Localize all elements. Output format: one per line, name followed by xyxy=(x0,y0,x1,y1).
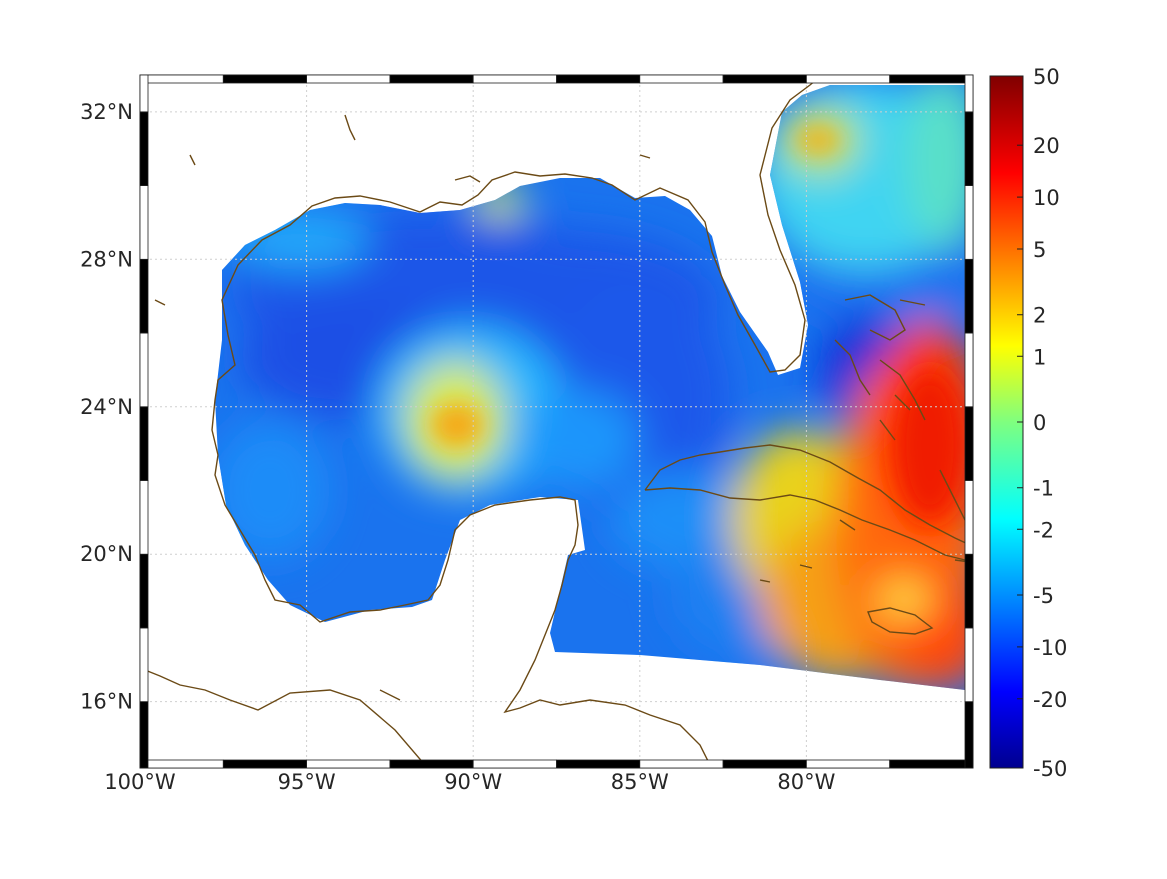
frame-bar-top xyxy=(222,74,308,84)
frame-bar-right xyxy=(964,111,974,186)
frame-bar-right xyxy=(964,406,974,481)
frame-bar-left xyxy=(139,406,149,481)
coast-islets xyxy=(154,114,856,701)
frame-bar-left xyxy=(139,258,149,334)
colorbar-tick-label: 2 xyxy=(1033,304,1046,328)
frame-bar-left xyxy=(139,111,149,186)
lat-tick-label: 16°N xyxy=(80,690,133,714)
lon-tick-label: 95°W xyxy=(278,770,336,794)
frame-bar-left xyxy=(139,185,149,260)
frame-bar-bottom xyxy=(556,759,641,769)
data-field xyxy=(215,85,965,690)
colorbar-tick-label: 0 xyxy=(1033,411,1046,435)
colorbar-tick-label: 10 xyxy=(1033,186,1060,210)
frame-bar-bottom xyxy=(306,759,391,769)
frame-bar-right xyxy=(964,701,974,769)
frame-bar-right xyxy=(964,74,974,113)
coast-cuba xyxy=(644,444,971,561)
frame-bar-bottom xyxy=(722,759,807,769)
colorbar-tick-label: 20 xyxy=(1033,134,1060,158)
lon-tick-label: 80°W xyxy=(777,770,835,794)
graticule xyxy=(140,75,973,768)
frame-bar-top xyxy=(889,74,974,84)
lat-tick-label: 24°N xyxy=(80,395,133,419)
lat-tick-label: 32°N xyxy=(80,100,133,124)
frame-bar-right xyxy=(964,553,974,629)
colorbar-tick-label: -50 xyxy=(1033,757,1067,781)
frame-bar-bottom xyxy=(222,759,308,769)
frame-bar-top xyxy=(556,74,641,84)
frame-bar-top xyxy=(722,74,807,84)
frame-bar-left xyxy=(139,701,149,769)
coast-mexico xyxy=(214,454,711,766)
colorbar-tick-label: -10 xyxy=(1033,636,1067,660)
frame-bar-right xyxy=(964,332,974,408)
longitude-axis: 100°W 95°W 90°W 85°W 80°W xyxy=(104,770,835,794)
frame-bar-top xyxy=(639,74,724,84)
frame-bar-top xyxy=(472,74,557,84)
frame-bar-right xyxy=(964,480,974,555)
coast-jamaica xyxy=(867,607,934,635)
frame-bar-top xyxy=(806,74,891,84)
frame-bar-left xyxy=(139,332,149,408)
frame-bar-top xyxy=(389,74,474,84)
frame-bar-right xyxy=(964,185,974,260)
lat-tick-label: 28°N xyxy=(80,247,133,271)
frame-bar-left xyxy=(139,627,149,703)
lon-tick-label: 85°W xyxy=(611,770,669,794)
frame-bar-bottom xyxy=(889,759,974,769)
lon-tick-label: 90°W xyxy=(444,770,502,794)
frame-bar-top xyxy=(306,74,391,84)
frame-bar-bottom xyxy=(472,759,557,769)
coast-us-gulf xyxy=(139,74,823,766)
frame-bar-bottom xyxy=(389,759,474,769)
frame-bar-left xyxy=(139,480,149,555)
colorbar-tick-label: -5 xyxy=(1033,584,1054,608)
frame-bar-bottom xyxy=(806,759,891,769)
frame-bar-top xyxy=(139,74,224,84)
coastline xyxy=(139,74,971,766)
coast-bahamas xyxy=(834,294,926,441)
frame-bar-left xyxy=(139,553,149,629)
colorbar-tick-label: 5 xyxy=(1033,238,1046,262)
colorbar-tick-label: -1 xyxy=(1033,477,1054,501)
map-frame xyxy=(139,74,974,769)
colorbar-tick-label: -20 xyxy=(1033,688,1067,712)
lat-tick-label: 20°N xyxy=(80,542,133,566)
frame-bar-bottom xyxy=(639,759,724,769)
colorbar-tick-label: -2 xyxy=(1033,518,1054,542)
colorbar-tick-label: 1 xyxy=(1033,345,1046,369)
frame-bar-right xyxy=(964,258,974,334)
latitude-axis: 32°N 28°N 24°N 20°N 16°N xyxy=(80,100,133,714)
colorbar-tick-label: 50 xyxy=(1033,65,1060,89)
frame-bar-left xyxy=(139,74,149,113)
frame-bar-right xyxy=(964,627,974,703)
frame-bar-bottom xyxy=(139,759,224,769)
lon-tick-label: 100°W xyxy=(104,770,176,794)
